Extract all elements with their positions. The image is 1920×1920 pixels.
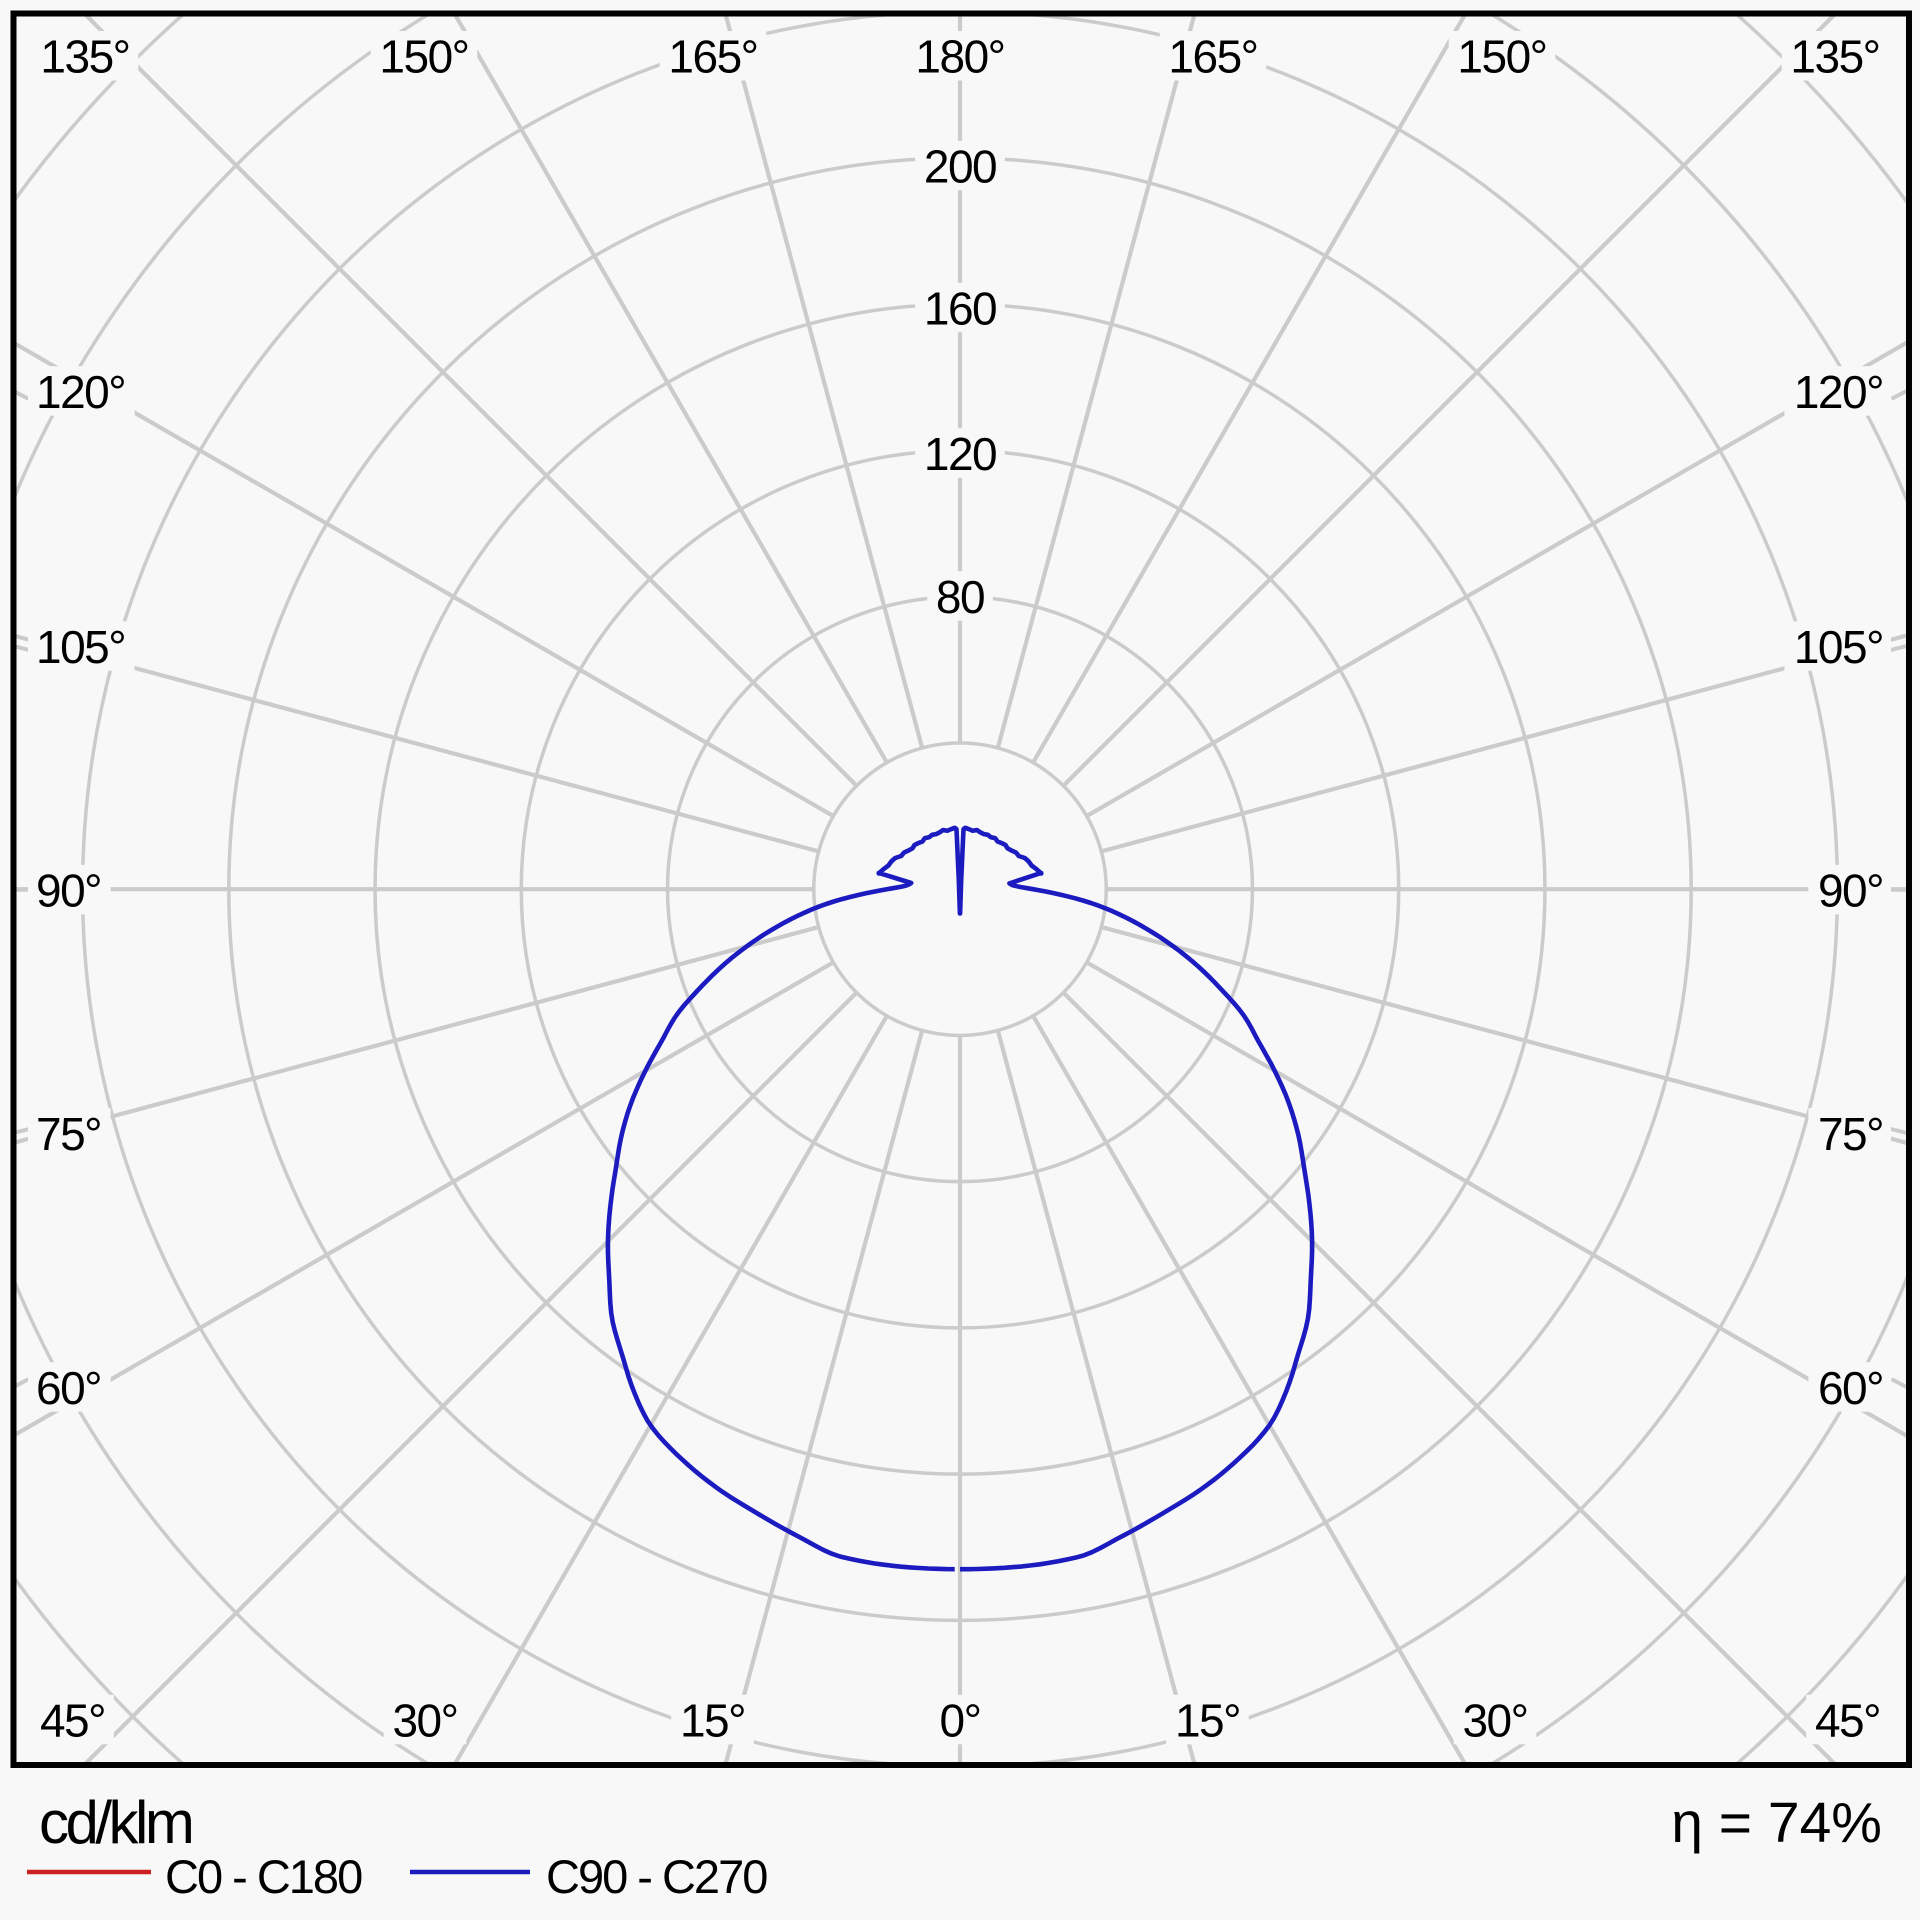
svg-text:0°: 0°: [940, 1694, 981, 1746]
svg-text:120°: 120°: [36, 366, 125, 418]
svg-text:15°: 15°: [680, 1694, 745, 1746]
svg-text:60°: 60°: [1818, 1362, 1883, 1414]
svg-text:C90 - C270: C90 - C270: [546, 1850, 767, 1903]
svg-text:165°: 165°: [1168, 31, 1257, 83]
svg-text:165°: 165°: [668, 31, 757, 83]
svg-text:cd/klm: cd/klm: [39, 1789, 192, 1856]
svg-text:90°: 90°: [36, 865, 101, 917]
svg-text:105°: 105°: [36, 621, 125, 673]
svg-text:η = 74%: η = 74%: [1671, 1791, 1882, 1855]
svg-text:200: 200: [924, 140, 996, 192]
svg-text:135°: 135°: [1790, 31, 1879, 83]
svg-text:180°: 180°: [915, 31, 1004, 83]
svg-text:135°: 135°: [40, 31, 129, 83]
svg-text:150°: 150°: [1457, 31, 1546, 83]
svg-text:30°: 30°: [1462, 1694, 1527, 1746]
svg-text:75°: 75°: [1818, 1108, 1883, 1160]
svg-text:150°: 150°: [379, 31, 468, 83]
svg-text:90°: 90°: [1818, 865, 1883, 917]
svg-text:120°: 120°: [1794, 366, 1883, 418]
svg-text:60°: 60°: [36, 1362, 101, 1414]
svg-text:15°: 15°: [1175, 1694, 1240, 1746]
svg-text:75°: 75°: [36, 1108, 101, 1160]
svg-text:160: 160: [924, 282, 996, 334]
svg-text:45°: 45°: [1815, 1694, 1880, 1746]
svg-text:C0 - C180: C0 - C180: [165, 1850, 362, 1903]
svg-text:30°: 30°: [392, 1694, 457, 1746]
svg-text:105°: 105°: [1794, 621, 1883, 673]
svg-text:120: 120: [924, 428, 996, 480]
svg-text:80: 80: [936, 571, 984, 623]
svg-text:45°: 45°: [40, 1694, 105, 1746]
